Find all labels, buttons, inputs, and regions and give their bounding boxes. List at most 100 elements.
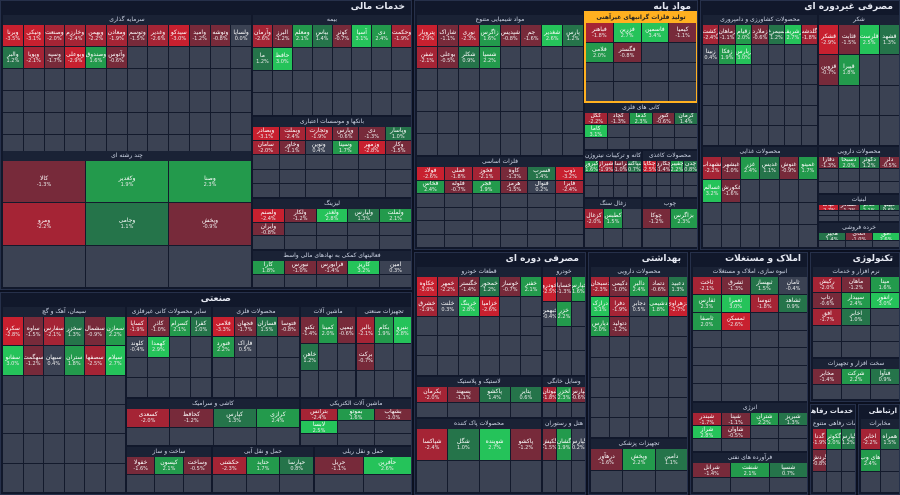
stock-tile[interactable]: پکرمان -2.0% (417, 387, 448, 402)
stock-tile[interactable]: کفرا 1.0% (190, 317, 211, 337)
stock-tile[interactable]: ثشاهد 0.9% (779, 294, 807, 312)
stock-tile[interactable]: ثشرق -1.3% (721, 277, 750, 294)
stock-tile[interactable]: وتجارت -1.9% (306, 127, 332, 141)
stock-tile[interactable]: اخابر -2.2% (861, 429, 880, 450)
stock-tile[interactable]: کسرام 2.1% (169, 317, 190, 337)
stock-tile[interactable]: دالبر 2.4% (629, 277, 649, 297)
stock-tile[interactable]: زاگرس 1.6% (479, 25, 500, 46)
stock-tile[interactable]: ومرو -2.2% (3, 203, 85, 245)
stock-tile[interactable]: زماهان-1.1% (719, 25, 735, 45)
stock-tile[interactable]: کمینا 2.0% (319, 317, 337, 343)
stock-tile[interactable]: غنوش -0.9% (779, 157, 798, 179)
stock-tile[interactable]: خاهن 1.2% (301, 344, 319, 370)
stock-tile[interactable]: دتولید -1.2% (610, 317, 629, 337)
stock-tile[interactable]: وصنا 2.3% (169, 161, 251, 203)
stock-tile[interactable]: افق -1.7% (813, 309, 841, 325)
stock-tile[interactable]: سکرد -2.8% (3, 317, 23, 346)
stock-tile[interactable]: کپرور 1.6% (585, 161, 599, 173)
stock-tile[interactable]: فجر 1.9% (472, 180, 500, 193)
stock-tile[interactable]: خپارس1.6% (571, 277, 585, 301)
stock-tile[interactable]: برکت -0.7% (357, 344, 375, 370)
stock-tile[interactable]: دفارا -1.3% (819, 157, 839, 169)
stock-tile[interactable]: فملی -1.8% (444, 167, 472, 180)
stock-tile[interactable]: کوثر -0.7% (332, 25, 352, 47)
stock-tile[interactable]: دزهراوی-2.7% (668, 297, 687, 317)
stock-tile[interactable]: همراه 1.5% (880, 429, 899, 450)
stock-tile[interactable]: کالا -1.3% (3, 161, 85, 203)
stock-tile[interactable]: پارس 1.2% (563, 25, 583, 46)
stock-tile[interactable]: وکغدیر 1.9% (86, 161, 168, 203)
stock-tile[interactable]: چکارن-1.4% (656, 161, 670, 173)
stock-tile[interactable]: بالبر -2.1% (357, 317, 375, 343)
stock-tile[interactable]: چفیبر 2.2% (670, 161, 684, 173)
stock-tile[interactable]: غبشهر -1.0% (722, 157, 741, 179)
stock-tile[interactable]: لپارس-0.6% (571, 387, 585, 402)
stock-tile[interactable]: وبهمن -2.2% (86, 25, 106, 46)
stock-tile[interactable]: پاکشو -1.2% (510, 429, 541, 460)
stock-tile[interactable]: بزاگرس 2.3% (670, 209, 697, 228)
stock-tile[interactable]: زکشت -2.4% (703, 25, 719, 45)
stock-tile[interactable]: چکاپا-2.5% (643, 161, 656, 173)
stock-tile[interactable]: بکام 1.9% (375, 317, 393, 343)
stock-tile[interactable]: درهآور -1.6% (591, 449, 623, 470)
stock-tile[interactable]: خرینگ 2.8% (458, 296, 479, 316)
stock-tile[interactable]: نوری -2.3% (458, 25, 479, 46)
stock-tile[interactable]: زپارس 3.0% (735, 45, 752, 65)
stock-tile[interactable]: ثفارس 2.3% (693, 294, 721, 312)
stock-tile[interactable]: خمهر -2.2% (437, 277, 458, 296)
stock-tile[interactable]: دکیمی -1.0% (610, 277, 629, 297)
stock-tile[interactable]: کیسون 2.1% (155, 457, 183, 474)
stock-tile[interactable]: دکوثر 1.2% (859, 157, 879, 169)
stock-tile[interactable]: بپاس 1.4% (312, 25, 332, 47)
stock-tile[interactable]: شفن -2.1% (417, 46, 437, 68)
stock-tile[interactable]: شغدیر 2.6% (542, 25, 563, 46)
stock-tile[interactable]: وتوشه -0.8% (210, 25, 231, 46)
stock-tile[interactable]: قشهد 1.3% (879, 25, 899, 55)
stock-tile[interactable]: وساخت -0.5% (183, 457, 211, 474)
stock-tile[interactable]: شاراک -1.1% (437, 25, 458, 46)
stock-tile[interactable]: لبوتان -1.8% (543, 387, 557, 402)
stock-tile[interactable]: گکیش-1.5% (543, 429, 557, 460)
stock-tile[interactable]: خودرو-2.5% (543, 277, 557, 301)
stock-tile[interactable]: سیدکو -3.0% (169, 25, 189, 46)
stock-tile[interactable]: زبینا 0.4% (703, 45, 719, 65)
stock-tile[interactable]: چوکا -1.2% (643, 209, 670, 228)
stock-tile[interactable]: بترانس -2.4% (301, 409, 337, 421)
stock-tile[interactable]: ونیکی -3.1% (23, 25, 44, 46)
stock-tile[interactable]: کاما 3.1% (585, 125, 607, 137)
stock-tile[interactable]: گردش-0.8% (813, 450, 827, 471)
stock-tile[interactable]: وامید -1.2% (189, 25, 210, 46)
stock-tile[interactable]: وآتوس -0.6% (106, 46, 127, 68)
stock-tile[interactable]: غشاذر-1.2% (839, 205, 859, 210)
stock-tile[interactable]: پسهند -1.1% (448, 387, 479, 402)
stock-tile[interactable]: رکیش -2.0% (813, 277, 841, 293)
stock-tile[interactable]: فنورد 2.2% (213, 337, 234, 357)
stock-tile[interactable]: قپیرا 1.8% (839, 55, 859, 85)
stock-tile[interactable]: کهمدا 2.9% (148, 337, 169, 357)
stock-tile[interactable]: البرز -1.2% (272, 25, 292, 47)
stock-tile[interactable]: غدیس 1.1% (760, 157, 779, 179)
stock-tile[interactable]: سامان -2.0% (253, 141, 279, 155)
stock-tile[interactable]: خشرق -1.9% (417, 296, 437, 316)
stock-tile[interactable]: ونوین 0.4% (306, 141, 332, 155)
stock-tile[interactable]: کرازی 2.4% (256, 409, 299, 427)
stock-tile[interactable]: کاریز 3.2% (348, 261, 380, 274)
stock-tile[interactable]: دپارس 2.0% (591, 317, 610, 337)
stock-tile[interactable]: شنفت 2.1% (731, 463, 769, 477)
stock-tile[interactable]: قزوین -0.7% (819, 55, 839, 85)
stock-tile[interactable]: ولکار -1.2% (284, 209, 316, 222)
stock-tile[interactable]: ثمسکن -2.6% (721, 312, 750, 330)
stock-tile[interactable]: جم -1.6% (521, 25, 542, 46)
stock-tile[interactable]: کگل -2.2% (585, 113, 607, 125)
stock-tile[interactable]: ولصنم -2.4% (253, 209, 284, 222)
stock-tile[interactable]: لابسا 2.5% (301, 421, 337, 433)
stock-tile[interactable]: خزامیا -2.6% (479, 296, 500, 316)
stock-tile[interactable]: پتایر 0.6% (510, 387, 541, 402)
stock-tile[interactable]: دامین 1.1% (655, 449, 687, 470)
stock-tile[interactable]: چدن 0.8% (684, 161, 697, 173)
stock-tile[interactable]: فاسمین 3.4% (641, 23, 669, 42)
stock-tile[interactable]: شسپا 2.2% (479, 46, 500, 68)
stock-tile[interactable]: غمینو 1.7% (798, 157, 817, 179)
stock-tile[interactable]: سبهان 0.4% (44, 346, 64, 375)
stock-tile[interactable]: بشهاب -1.0% (375, 409, 411, 421)
